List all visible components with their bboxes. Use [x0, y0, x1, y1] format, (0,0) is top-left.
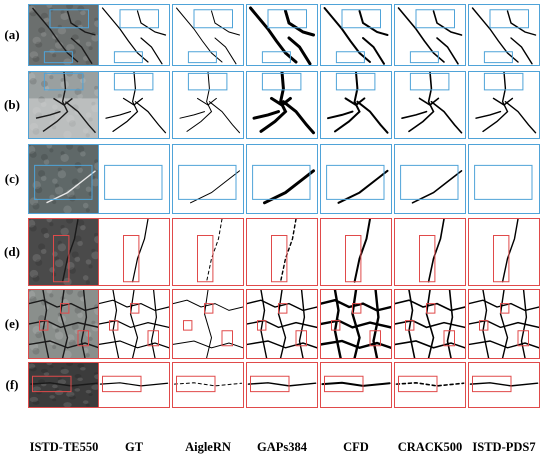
result-map-tile	[468, 144, 540, 214]
result-map-tile	[394, 144, 466, 214]
result-map-tile	[320, 4, 392, 66]
result-map-tile	[172, 289, 244, 359]
column-label: ISTD-PDS7	[472, 440, 536, 454]
result-map-tile	[98, 144, 170, 214]
input-image-tile	[28, 289, 100, 359]
result-map-tile	[468, 218, 540, 286]
input-image-tile	[28, 144, 100, 214]
result-map-tile	[394, 289, 466, 359]
result-map-tile	[320, 218, 392, 286]
result-map-tile	[98, 362, 170, 408]
column-label: GAPs384	[257, 440, 307, 454]
column-label: CRACK500	[397, 440, 463, 454]
result-map-tile	[98, 218, 170, 286]
result-map-tile	[98, 4, 170, 66]
result-map-tile	[394, 218, 466, 286]
result-map-tile	[172, 4, 244, 66]
result-map-tile	[246, 362, 318, 408]
result-map-tile	[320, 362, 392, 408]
row-label: (a)	[4, 27, 20, 42]
column-label: ISTD-TE550	[29, 440, 99, 454]
result-map-tile	[246, 289, 318, 359]
result-map-tile	[468, 289, 540, 359]
row-label: (d)	[4, 244, 20, 259]
input-image-tile	[28, 71, 100, 139]
result-map-tile	[468, 4, 540, 66]
result-map-tile	[468, 362, 540, 408]
input-image-tile	[28, 4, 100, 66]
result-map-tile	[394, 362, 466, 408]
result-map-tile	[246, 71, 318, 139]
input-image-tile	[28, 218, 100, 286]
result-map-tile	[98, 71, 170, 139]
result-map-tile	[246, 4, 318, 66]
row-label: (c)	[4, 171, 20, 186]
result-map-tile	[246, 144, 318, 214]
result-map-tile	[172, 362, 244, 408]
result-map-tile	[172, 218, 244, 286]
row-label: (f)	[5, 377, 19, 392]
result-map-tile	[172, 144, 244, 214]
result-map-tile	[246, 218, 318, 286]
result-map-tile	[320, 289, 392, 359]
column-label: AigleRN	[185, 440, 231, 454]
row-label: (b)	[4, 97, 20, 112]
result-map-tile	[468, 71, 540, 139]
result-map-tile	[320, 71, 392, 139]
column-label: CFD	[343, 440, 369, 454]
result-map-tile	[172, 71, 244, 139]
input-image-tile	[28, 362, 100, 408]
result-map-tile	[394, 71, 466, 139]
row-label: (e)	[4, 316, 20, 331]
result-map-tile	[320, 144, 392, 214]
result-map-tile	[98, 289, 170, 359]
result-map-tile	[394, 4, 466, 66]
column-label: GT	[124, 440, 144, 454]
